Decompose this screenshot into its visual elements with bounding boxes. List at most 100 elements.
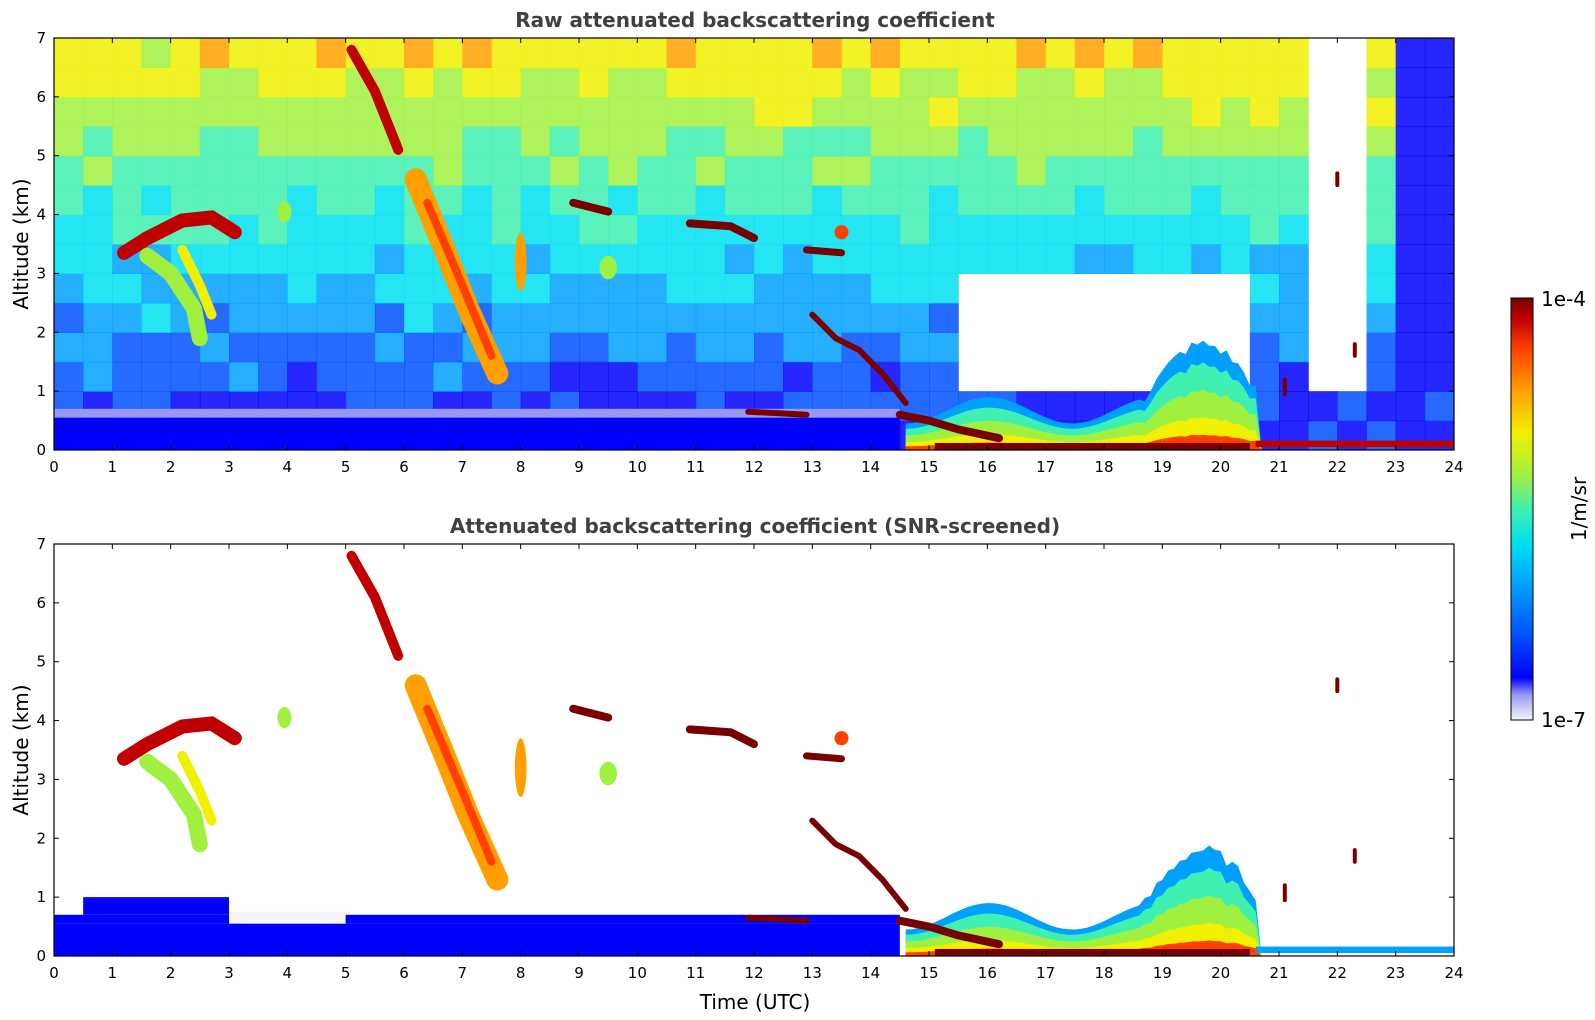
cloud-3-7km <box>834 225 849 240</box>
noise-cell <box>1016 155 1047 186</box>
noise-cell <box>666 214 697 245</box>
noise-cell <box>608 185 638 216</box>
noise-cell <box>1045 126 1076 157</box>
noise-cell <box>1220 155 1251 186</box>
noise-cell <box>1279 214 1309 245</box>
x-tick-label: 3 <box>224 964 234 982</box>
noise-cell <box>229 155 259 186</box>
noise-cell <box>229 185 259 216</box>
x-tick-label: 12 <box>744 458 763 476</box>
y-tick-label: 3 <box>36 264 46 282</box>
noise-cell <box>1104 244 1134 275</box>
noise-cell <box>695 214 726 245</box>
noise-cell <box>579 361 609 392</box>
virga-core <box>177 750 217 826</box>
y-tick-label: 1 <box>36 888 46 906</box>
cloud-base <box>895 410 1003 443</box>
noise-cell <box>316 273 347 304</box>
noise-cell <box>1395 361 1426 392</box>
x-tick-label: 8 <box>516 964 526 982</box>
noise-cell <box>812 185 843 216</box>
surface-cloud-base <box>934 442 1250 450</box>
noise-cell <box>1016 38 1047 69</box>
noise-cell <box>316 244 347 275</box>
noise-cell <box>199 38 230 69</box>
noise-cell <box>1249 126 1280 157</box>
noise-cell <box>112 96 143 127</box>
noise-cell <box>637 96 668 127</box>
noise-cell <box>374 361 405 392</box>
x-tick-label: 20 <box>1211 964 1230 982</box>
noise-cell <box>899 244 930 275</box>
x-tick-label: 2 <box>166 964 176 982</box>
x-tick-label: 0 <box>49 458 59 476</box>
noise-cell <box>1424 67 1454 98</box>
x-tick-label: 1 <box>108 458 118 476</box>
x-tick-label: 5 <box>341 964 351 982</box>
noise-cell <box>404 244 434 275</box>
noise-cell <box>929 273 959 304</box>
noise-cell <box>870 332 901 363</box>
x-tick-label: 1 <box>108 964 118 982</box>
noise-cell <box>1395 155 1426 186</box>
cloud-3-8km <box>117 716 242 766</box>
noise-cell <box>1074 185 1105 216</box>
noise-cell <box>1220 67 1251 98</box>
x-tick-label: 24 <box>1444 964 1463 982</box>
y-tick-label: 2 <box>36 323 46 341</box>
noise-cell <box>841 302 872 333</box>
noise-cell <box>170 96 201 127</box>
noise-cell <box>724 361 755 392</box>
noise-cell <box>1395 126 1426 157</box>
noise-cell <box>1279 96 1309 127</box>
noise-cell <box>870 244 901 275</box>
noise-cell <box>754 273 784 304</box>
noise-cell <box>1279 302 1309 333</box>
noise-cell <box>899 38 930 69</box>
noise-cell <box>1424 332 1454 363</box>
noise-cell <box>1133 185 1163 216</box>
x-tick-label: 9 <box>574 964 584 982</box>
y-tick-label: 7 <box>36 29 46 47</box>
noise-cell <box>1249 273 1280 304</box>
noise-cell <box>1045 38 1076 69</box>
noise-cell <box>54 214 84 245</box>
noise-cell <box>520 126 551 157</box>
snr-screened-panel: Attenuated backscattering coefficient (S… <box>9 514 1464 1014</box>
noise-cell <box>170 126 201 157</box>
cloud-3km <box>514 232 527 292</box>
noise-cell <box>870 96 901 127</box>
noise-cell <box>783 273 813 304</box>
colorbar-min-label: 1e-7 <box>1541 708 1586 732</box>
noise-cell <box>695 273 726 304</box>
noise-cell <box>433 126 463 157</box>
thin-cloud <box>599 255 617 280</box>
noise-cell <box>1104 38 1134 69</box>
noise-cell <box>870 214 901 245</box>
noise-cell <box>520 361 551 392</box>
noise-cell <box>1104 185 1134 216</box>
x-tick-label: 16 <box>978 458 997 476</box>
noise-cell <box>345 214 376 245</box>
noise-cell <box>433 361 463 392</box>
noise-cell <box>520 302 551 333</box>
noise-cell <box>783 126 813 157</box>
noise-cell <box>637 302 668 333</box>
colorbar-max-label: 1e-4 <box>1541 287 1586 311</box>
noise-cell <box>433 332 463 363</box>
noise-cell <box>958 185 988 216</box>
noise-cell <box>666 38 697 69</box>
noise-cell <box>229 126 259 157</box>
noise-cell <box>374 155 405 186</box>
noise-cell <box>374 38 405 69</box>
noise-cell <box>170 361 201 392</box>
noise-cell <box>666 67 697 98</box>
noise-cell <box>870 126 901 157</box>
noise-cell <box>1249 244 1280 275</box>
noise-cell <box>520 67 551 98</box>
noise-cell <box>404 273 434 304</box>
x-tick-label: 6 <box>399 458 409 476</box>
noise-cell <box>345 155 376 186</box>
noise-cell <box>1395 273 1426 304</box>
noise-cell <box>579 96 609 127</box>
